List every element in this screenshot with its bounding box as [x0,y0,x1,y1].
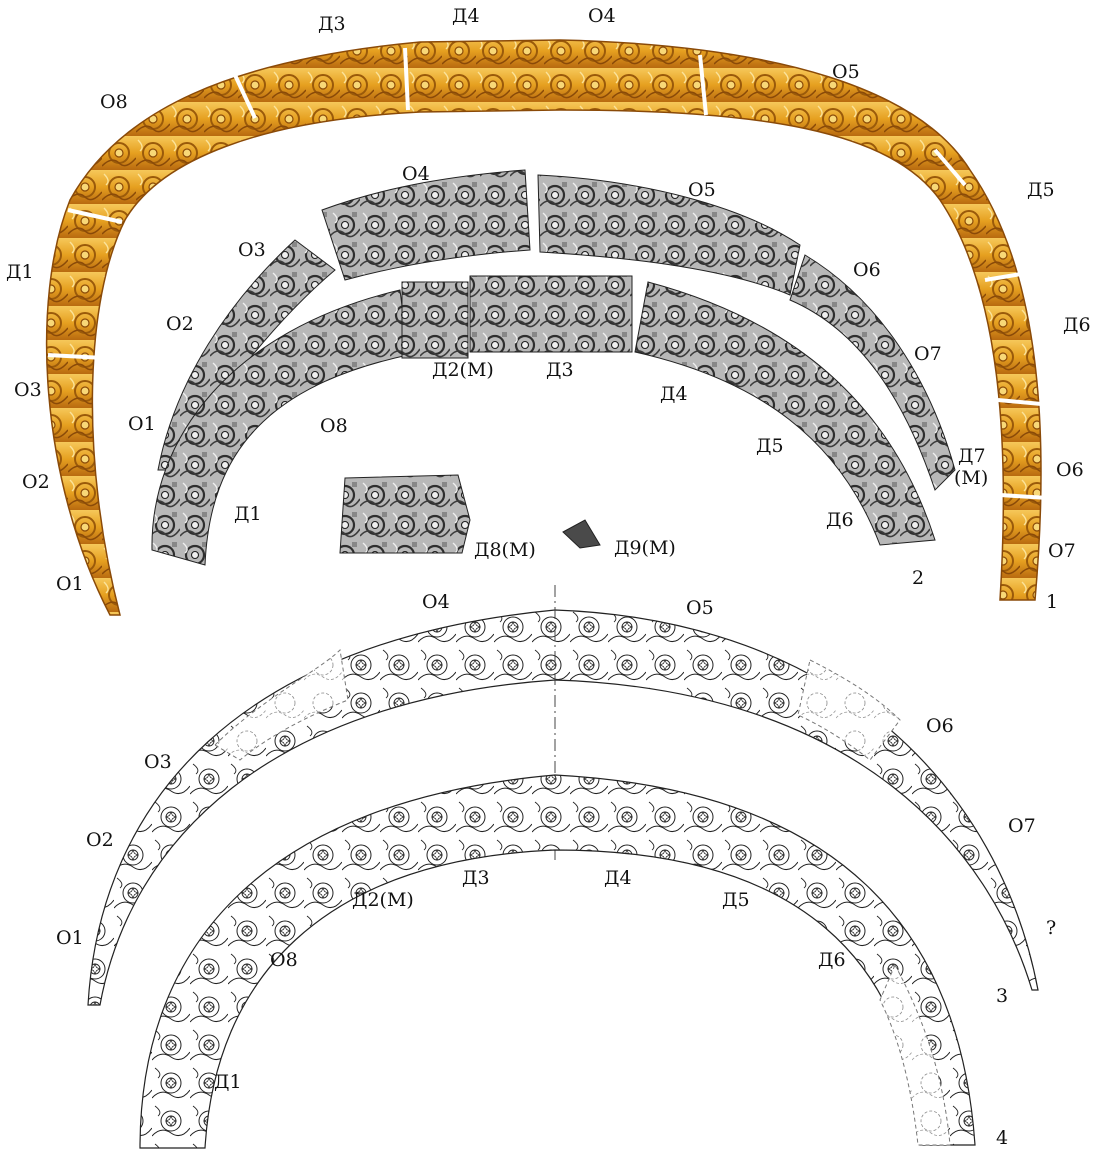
figure-4-inner-band-drawing [140,775,975,1148]
label-p-d8m: Д8(М) [474,539,536,561]
label-i-o8: О8 [270,949,298,971]
figure-number-1: 1 [1046,591,1058,613]
figure-number-2: 2 [912,567,924,589]
label-g-o6: О6 [1056,459,1084,481]
label-i-d4: Д4 [604,867,632,889]
label-o-o5: О5 [686,597,714,619]
figure-number-4: 4 [996,1127,1008,1149]
label-g-d4: Д4 [452,5,480,27]
label-g-o2: О2 [22,471,50,493]
label-p-d9m: Д9(М) [614,537,676,559]
label-o-o6: О6 [926,715,954,737]
label-p-o7: О7 [914,343,942,365]
label-g-o3: О3 [14,379,42,401]
label-g-o5: О5 [832,61,860,83]
label-g-d1: Д1 [6,261,34,283]
label-p-d7m: (М) [954,467,988,489]
label-p-o1: О1 [128,413,156,435]
label-g-o8: О8 [100,91,128,113]
drawing-inner-band [140,775,975,1148]
label-p-d3: Д3 [546,359,574,381]
label-p-d7: Д7 [958,445,986,467]
label-i-d1: Д1 [214,1071,242,1093]
label-i-d5: Д5 [722,889,750,911]
label-o-o7: О7 [1008,815,1036,837]
label-i-d2m: Д2(М) [352,889,414,911]
photo-fragment-o4 [322,170,530,280]
label-p-o4: О4 [402,163,430,185]
label-o-q: ? [1046,917,1056,939]
label-o-o4: О4 [422,591,450,613]
label-i-d6: Д6 [818,949,846,971]
figure-number-3: 3 [996,985,1008,1007]
label-p-o6: О6 [853,259,881,281]
label-g-d3: Д3 [318,13,346,35]
label-i-d3: Д3 [462,867,490,889]
label-g-o7: О7 [1048,540,1076,562]
label-g-d6: Д6 [1063,314,1091,336]
photo-fragment-d8m [340,475,470,553]
label-p-d1: Д1 [234,503,262,525]
label-o-o3: О3 [144,751,172,773]
label-g-d5: Д5 [1027,179,1055,201]
photo-fragment-d4-d6 [635,282,935,545]
label-o-o2: О2 [86,829,114,851]
photo-fragment-d2m [402,282,468,358]
label-p-d2m: Д2(М) [432,359,494,381]
label-p-o3: О3 [238,239,266,261]
label-p-d6: Д6 [826,509,854,531]
label-o-o1: О1 [56,927,84,949]
label-g-o4: О4 [588,5,616,27]
label-p-d4: Д4 [660,383,688,405]
label-p-o5: О5 [688,179,716,201]
photo-fragment-d3 [470,276,632,352]
label-p-o8: О8 [320,415,348,437]
label-g-o1: О1 [56,573,84,595]
photo-fragment-d9m [563,520,600,548]
label-p-d5: Д5 [756,435,784,457]
label-p-o2: О2 [166,313,194,335]
